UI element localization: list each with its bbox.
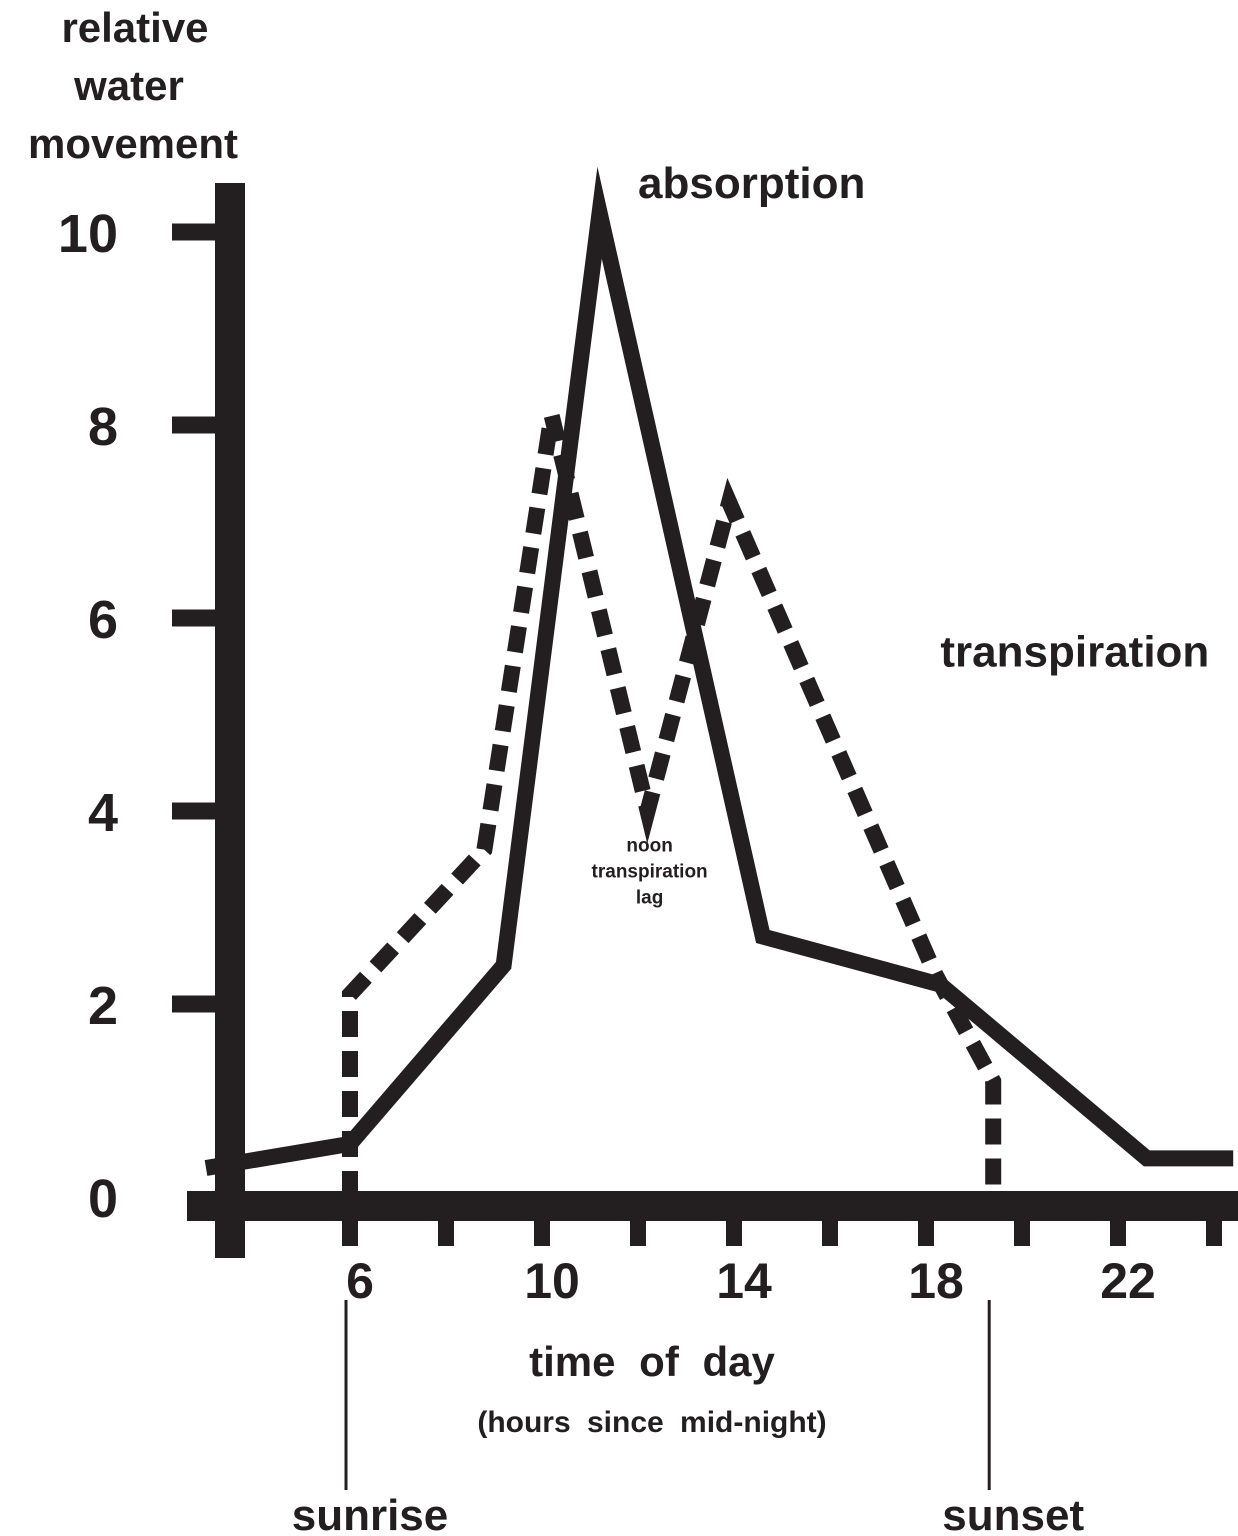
y-tick-label-6: 6 [88, 590, 118, 650]
series-label-transpiration: transpiration [940, 627, 1209, 676]
event-label-sunset: sunset [942, 1491, 1084, 1536]
annotation-noon-lag-line-1: noon [626, 835, 672, 856]
y-axis-title-line-3: movement [28, 120, 238, 167]
y-tick-label-8: 8 [88, 397, 118, 457]
series-line-transpiration [342, 374, 1002, 1197]
annotation-noon-lag-line-2: transpiration [592, 861, 708, 882]
x-axis-title-sub: (hours since mid-night) [477, 1406, 826, 1439]
series-label-absorption: absorption [638, 159, 865, 208]
x-tick-label-6: 6 [346, 1253, 374, 1309]
y-tick-label-10: 10 [58, 204, 118, 264]
x-axis-title: time of day (hours since mid-night) [477, 1338, 826, 1439]
y-tick-label-4: 4 [88, 783, 118, 843]
axes-layer: 0 2 4 6 8 10 6 10 14 18 22 [58, 183, 1238, 1309]
y-axis-title-line-1: relative [61, 4, 208, 51]
x-tick-label-14: 14 [716, 1253, 772, 1309]
x-tick-label-18: 18 [908, 1253, 964, 1309]
y-tick-label-2: 2 [88, 976, 118, 1036]
event-label-sunrise: sunrise [292, 1491, 449, 1536]
x-axis-title-main: time of day [529, 1338, 775, 1385]
y-axis-title: relative water movement [28, 4, 238, 167]
x-tick-label-10: 10 [524, 1253, 580, 1309]
series-layer [204, 166, 1234, 1197]
y-tick-label-0: 0 [88, 1169, 118, 1229]
series-line-absorption [204, 166, 1234, 1176]
annotation-noon-lag-line-3: lag [636, 887, 663, 908]
x-tick-label-22: 22 [1100, 1253, 1156, 1309]
y-axis-title-line-2: water [73, 62, 184, 109]
labels-layer: absorption transpiration noon transpiration… [292, 159, 1210, 1536]
